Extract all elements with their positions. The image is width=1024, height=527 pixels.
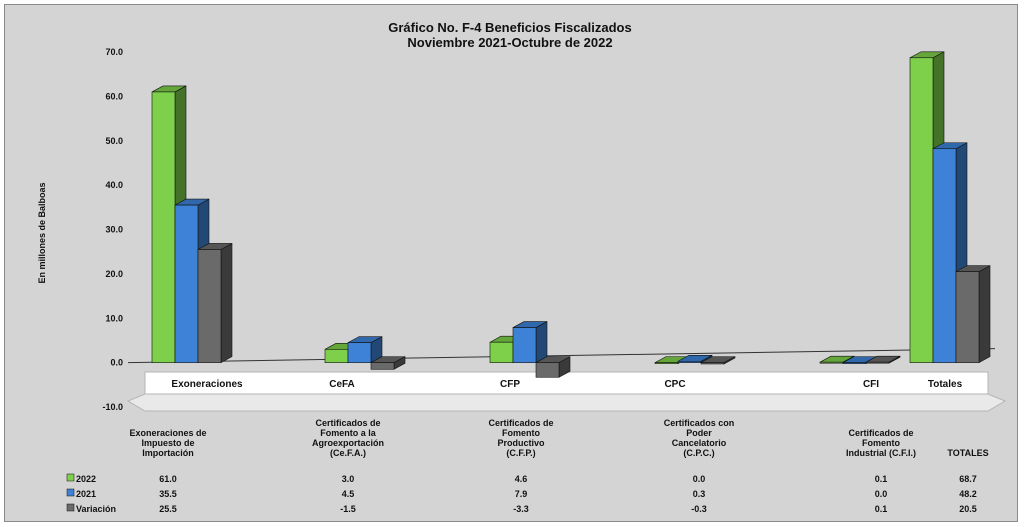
bar-front [512,327,537,363]
table-header-line: Poder [686,428,712,438]
category-band [144,371,989,395]
table-header-line: Impuesto de [141,438,194,448]
legend-swatch [66,488,75,497]
legend-swatch [66,503,75,512]
y-tick-label: 60.0 [105,91,123,101]
data-label: 48.2 [959,489,977,499]
bar-cfp-1 [512,321,548,364]
legend-swatch [66,473,75,482]
data-label: 4.5 [342,489,355,499]
category-label: Totales [928,379,963,390]
chart-frame: Gráfico No. F-4 Beneficios Fiscalizados … [4,4,1018,522]
y-tick-label: 30.0 [105,225,123,235]
bar-cfi-2 [865,355,901,364]
bar-front [151,91,176,363]
bar-front [347,342,372,363]
data-label: 0.0 [875,489,888,499]
table-header-line: Importación [142,448,194,458]
chart-subtitle: Noviembre 2021-Octubre de 2022 [407,35,612,50]
bar-front [955,271,980,363]
bar-totales-2 [955,265,991,364]
y-tick-label: 0.0 [110,358,123,368]
bar-front [654,362,679,364]
y-axis-label: En millones de Balboas [37,182,47,283]
bar-front [370,362,395,370]
data-label: 3.0 [342,474,355,484]
bar-front [865,361,890,364]
data-label: 0.3 [693,489,706,499]
bar-front [197,249,222,363]
bar-side [535,321,548,364]
table-header-line: Cancelatorio [672,438,727,448]
y-tick-label: 40.0 [105,180,123,190]
bar-front [700,362,725,365]
bar-front [174,204,199,363]
table-header-line: Productivo [497,438,545,448]
category-label: CeFA [329,379,355,390]
bar-front [819,361,844,364]
category-label: Exoneraciones [171,379,243,390]
y-tick-label: -10.0 [102,402,123,412]
table-header-line: Industrial (C.F.I.) [846,448,916,458]
table-header-line: Exoneraciones de [129,428,206,438]
data-label: -1.5 [340,504,356,514]
bar-side [978,265,991,364]
table-header-line: Certificados con [664,418,735,428]
y-tick-label: 70.0 [105,47,123,57]
bar-front [677,360,702,363]
table-header-line: TOTALES [947,448,988,458]
data-label: 0.1 [875,474,888,484]
data-label: 4.6 [515,474,528,484]
legend-label: 2022 [76,474,96,484]
bar-exoneraciones-1 [174,198,210,364]
table-header-line: Fomento a la [320,428,377,438]
bar-front [842,362,867,364]
data-label: 0.0 [693,474,706,484]
bar-cefa-1 [347,336,383,364]
table-header-line: Agroexportación [312,438,384,448]
table-header-line: (C.P.C.) [683,448,714,458]
bar-cfp-2 [535,356,571,378]
data-label: 25.5 [159,504,177,514]
category-label: CPC [664,379,685,390]
data-label: 68.7 [959,474,977,484]
y-tick-label: 10.0 [105,313,123,323]
data-label: -3.3 [513,504,529,514]
table-header-line: Fomento [862,438,900,448]
table-header-line: Fomento [502,428,540,438]
table-header-line: (Ce.F.A.) [330,448,366,458]
data-label: 35.5 [159,489,177,499]
category-label: CFI [863,379,879,390]
category-label: CFP [500,379,520,390]
data-label: -0.3 [691,504,707,514]
table-header-line: (C.F.P.) [506,448,535,458]
table-header-line: Certificados de [848,428,913,438]
bar-front [535,362,560,378]
bar-cpc-2 [700,356,736,365]
bar-chart: Gráfico No. F-4 Beneficios Fiscalizados … [37,20,1007,514]
legend-label: 2021 [76,489,96,499]
data-label: 7.9 [515,489,528,499]
y-tick-label: 20.0 [105,269,123,279]
bar-front [909,57,934,363]
floor-plane [126,393,1007,412]
zero-baseline [127,348,996,364]
bar-exoneraciones-2 [197,242,233,364]
chart-title: Gráfico No. F-4 Beneficios Fiscalizados [388,20,631,35]
bar-front [324,349,349,363]
bar-side [220,242,233,364]
bar-front [489,341,514,363]
data-label: 61.0 [159,474,177,484]
bar-front [932,148,957,363]
data-label: 20.5 [959,504,977,514]
data-label: 0.1 [875,504,888,514]
table-header-line: Certificados de [315,418,380,428]
bar-cefa-2 [370,356,406,370]
y-tick-label: 50.0 [105,136,123,146]
legend-label: Variación [76,504,116,514]
table-header-line: Certificados de [488,418,553,428]
